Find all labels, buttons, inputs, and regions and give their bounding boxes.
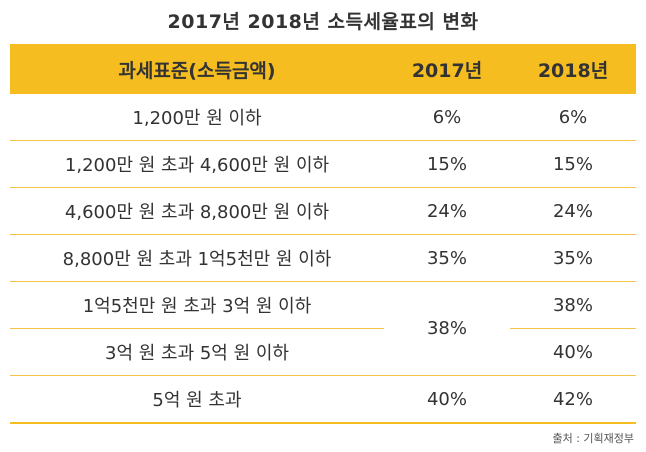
rate-2017-merged-cell: 38%	[384, 281, 510, 376]
rate-2017-cell: 35%	[384, 234, 510, 282]
bracket-cell: 5억 원 초과	[10, 375, 384, 424]
rate-2018-cell: 42%	[510, 375, 636, 424]
rate-2018-cell: 38%	[510, 281, 636, 329]
rate-2018-cell: 6%	[510, 94, 636, 141]
rate-2017-cell: 6%	[384, 94, 510, 141]
source-note: 출처 : 기획재정부	[552, 432, 634, 445]
header-tax-base: 과세표준(소득금액)	[10, 44, 384, 94]
table-row: 8,800만 원 초과 1억5천만 원 이하 35% 35%	[10, 234, 636, 282]
bracket-cell: 3억 원 초과 5억 원 이하	[10, 328, 384, 376]
table-row: 5억 원 초과 40% 42%	[10, 375, 636, 424]
rate-2017-cell: 24%	[384, 187, 510, 235]
table-header-row: 과세표준(소득금액) 2017년 2018년	[10, 44, 636, 94]
header-2017: 2017년	[384, 44, 510, 94]
rate-2018-cell: 15%	[510, 140, 636, 188]
rate-2017-cell: 40%	[384, 375, 510, 424]
bracket-cell: 8,800만 원 초과 1억5천만 원 이하	[10, 234, 384, 282]
rate-2018-cell: 35%	[510, 234, 636, 282]
bracket-cell: 4,600만 원 초과 8,800만 원 이하	[10, 187, 384, 235]
table-row: 1,200만 원 초과 4,600만 원 이하 15% 15%	[10, 140, 636, 188]
table-row: 1,200만 원 이하 6% 6%	[10, 94, 636, 141]
rate-2018-cell: 40%	[510, 328, 636, 376]
table-row: 4,600만 원 초과 8,800만 원 이하 24% 24%	[10, 187, 636, 235]
rate-2018-cell: 24%	[510, 187, 636, 235]
table-row: 1억5천만 원 초과 3억 원 이하 38% 38%	[10, 281, 636, 376]
bracket-cell: 1,200만 원 이하	[10, 94, 384, 141]
page-title: 2017년 2018년 소득세율표의 변화	[167, 11, 479, 33]
tax-rate-table: 과세표준(소득금액) 2017년 2018년 1,200만 원 이하 6% 6%…	[10, 44, 636, 424]
bracket-cell: 1억5천만 원 초과 3억 원 이하	[10, 281, 384, 329]
header-2018: 2018년	[510, 44, 636, 94]
bracket-cell: 1,200만 원 초과 4,600만 원 이하	[10, 140, 384, 188]
table-row: 3억 원 초과 5억 원 이하 40%	[10, 328, 636, 376]
rate-2017-cell: 15%	[384, 140, 510, 188]
